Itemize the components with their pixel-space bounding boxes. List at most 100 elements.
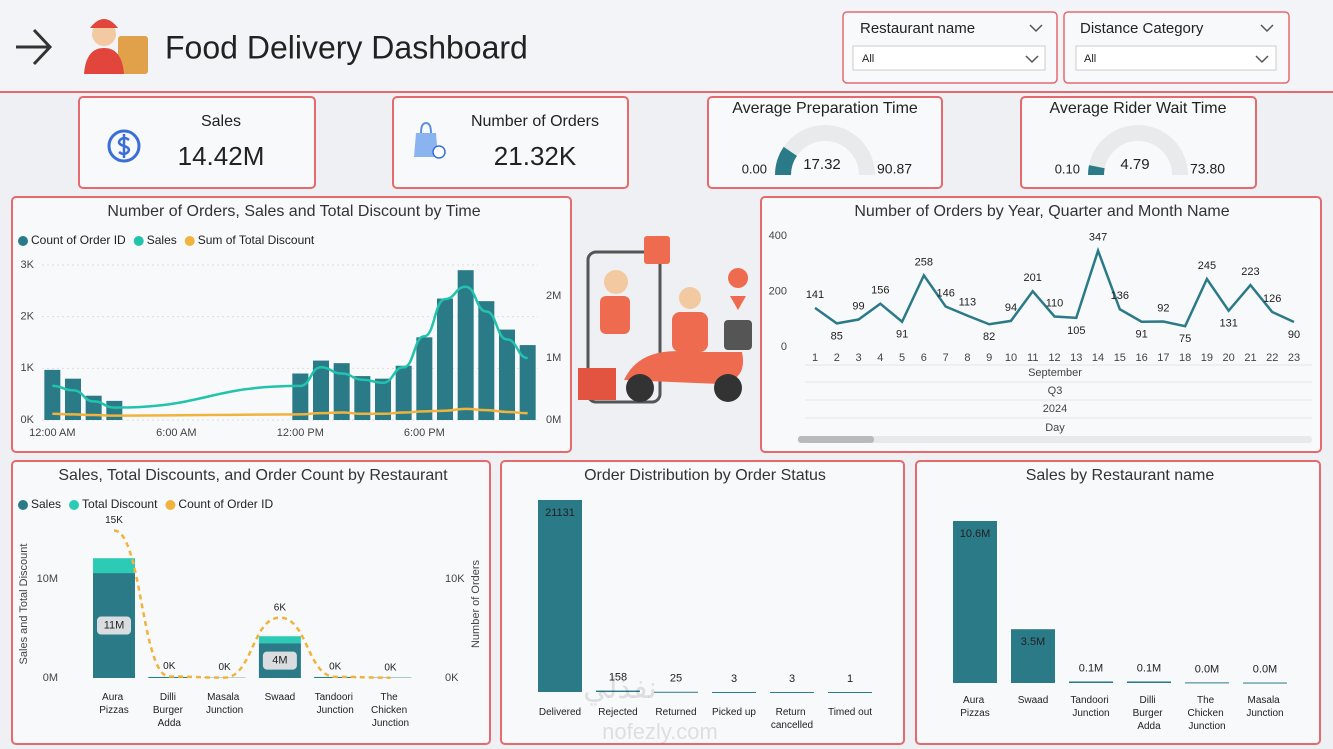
illus-wheel: [626, 374, 654, 402]
label-line: Adda: [158, 718, 182, 729]
legend-marker: [184, 236, 195, 246]
data-label: 90: [1288, 329, 1300, 341]
x-tick-label: 2: [834, 352, 840, 364]
bar: [770, 691, 814, 693]
x-tick-label: Rejected: [598, 707, 637, 718]
label-line: Junction: [317, 705, 354, 716]
x-tick-label: 12:00 PM: [277, 427, 324, 439]
kpi-title: Number of Orders: [471, 113, 599, 130]
x-tick-label: 6:00 PM: [404, 427, 445, 439]
x-tick-label: 3: [855, 352, 861, 364]
bar-segment: [93, 558, 135, 574]
x-tick-label: 12: [1048, 352, 1060, 364]
filter-chevron: [1260, 24, 1274, 33]
x-tick-label: 23: [1288, 352, 1300, 364]
x-tick-label: 4: [877, 352, 883, 364]
y-tick-label: 3K: [21, 259, 35, 271]
scrollbar-thumb[interactable]: [798, 436, 874, 443]
data-label: 99: [852, 300, 864, 312]
data-label: 347: [1089, 232, 1107, 244]
bar: [828, 691, 872, 693]
data-label: 105: [1067, 325, 1085, 337]
watermark: nofezly.com: [602, 719, 718, 744]
data-label: 82: [983, 331, 995, 343]
x-tick-label: 18: [1179, 352, 1191, 364]
x-tick-label: 17: [1157, 352, 1169, 364]
label-line: Return: [776, 707, 809, 718]
label-line: Swaad: [1018, 695, 1049, 706]
x-tick-label: Tandoori Junction: [315, 692, 356, 716]
data-label: 3.5M: [1021, 636, 1045, 648]
label-line: Dilli: [160, 692, 179, 703]
filter-distance[interactable]: Distance Category All: [1063, 11, 1290, 84]
label-line: Chicken: [371, 705, 410, 716]
label-line: Pizzas: [99, 705, 128, 716]
data-label-bg: [262, 651, 297, 670]
bar: [499, 329, 515, 420]
bar: [478, 301, 495, 420]
bar: [457, 270, 474, 420]
legend-marker: [18, 500, 28, 510]
data-label: 11M: [104, 619, 125, 631]
data-label: 0K: [384, 662, 397, 673]
illus-bag: [644, 236, 670, 264]
label-line: Swaad: [265, 692, 296, 703]
illus-door: [586, 250, 662, 404]
x-tick-label: The Chicken Junction: [371, 692, 410, 729]
gauge-title: Average Preparation Time: [732, 100, 918, 117]
label-line: Masala: [207, 692, 242, 703]
legend-label: Sales: [31, 497, 61, 511]
x-hierarchy-label: Q3: [1048, 385, 1063, 397]
data-label: 3: [789, 673, 795, 685]
label-line: Chicken: [1188, 708, 1227, 719]
label-line: Timed out: [828, 707, 872, 718]
x-tick-label: 14: [1092, 352, 1104, 364]
filter-label: Restaurant name: [860, 20, 975, 37]
bar: [395, 365, 412, 420]
filter-dropdown[interactable]: [852, 45, 1046, 71]
data-label: 113: [959, 297, 977, 309]
data-label: 201: [1024, 272, 1042, 284]
x-tick-label: 9: [986, 352, 992, 364]
data-label: 0K: [329, 661, 342, 672]
bar: [596, 690, 640, 692]
x-tick-label: 6: [921, 352, 927, 364]
scrollbar-track[interactable]: [798, 436, 1312, 443]
label-line: cancelled: [771, 720, 813, 731]
y2-tick-label: 1M: [546, 352, 561, 364]
bar: [953, 521, 997, 683]
filter-restaurant[interactable]: Restaurant name All: [842, 11, 1058, 84]
data-label: 91: [896, 329, 908, 341]
x-tick-label: Dilli Burger Adda: [153, 692, 186, 729]
bar: [1185, 682, 1229, 684]
bar: [1127, 681, 1171, 683]
x-tick-label: 6:00 AM: [156, 427, 196, 439]
x-tick-label: Returned: [655, 707, 696, 718]
y-tick-label: 0: [781, 341, 787, 353]
data-label: 25: [670, 673, 682, 685]
label-line: Junction: [1072, 708, 1109, 719]
data-label: 0.1M: [1079, 662, 1103, 674]
illus-rider-head: [679, 287, 701, 309]
legend-marker: [165, 500, 176, 510]
filter-chevron: [1029, 24, 1043, 33]
x-tick-label: Delivered: [539, 707, 581, 718]
back-arrow[interactable]: [16, 28, 53, 66]
gauge-value: 17.32: [803, 156, 841, 173]
gauge-title: Average Rider Wait Time: [1050, 100, 1227, 117]
bar: [44, 369, 61, 420]
label-line: Tandoori: [1070, 695, 1111, 706]
data-label: 4M: [272, 654, 287, 666]
bar: [1243, 682, 1287, 684]
gauge-card: [1020, 96, 1257, 189]
label-line: Pizzas: [960, 708, 989, 719]
filter-dropdown[interactable]: [1075, 45, 1277, 71]
gauge-value: 4.79: [1120, 156, 1149, 173]
chart-title: Number of Orders, Sales and Total Discou…: [107, 203, 480, 220]
x-tick-label: 13: [1070, 352, 1082, 364]
illus-head: [604, 270, 628, 294]
label-line: Burger: [153, 705, 186, 716]
x-tick-label: The Chicken Junction: [1188, 695, 1227, 732]
chart-title: Sales, Total Discounts, and Order Count …: [58, 467, 448, 484]
